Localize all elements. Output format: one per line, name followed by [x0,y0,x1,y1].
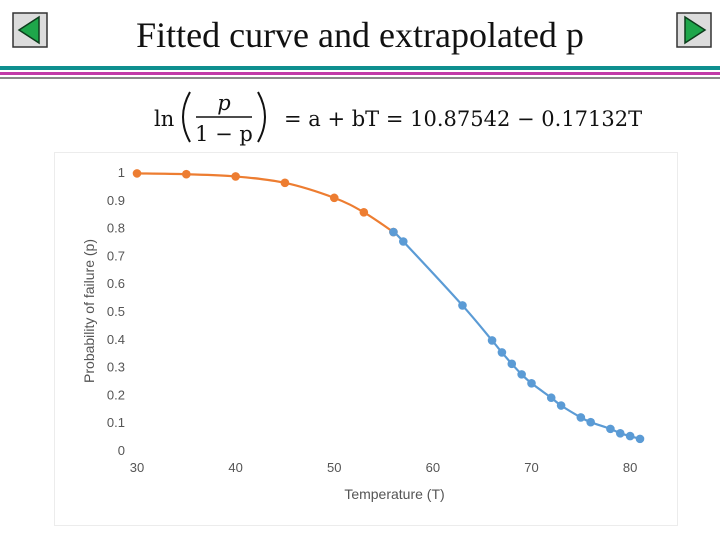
next-slide-button[interactable] [676,12,712,48]
y-tick-label: 0 [118,443,125,458]
data-point [497,348,507,357]
data-point [615,429,625,438]
data-point [182,169,191,179]
formula-numerator: p [217,91,230,115]
data-point [546,393,556,403]
y-tick-label: 0.1 [107,415,125,430]
x-tick-label: 50 [327,460,341,475]
data-point [625,431,635,441]
formula-denominator: 1 − p [195,122,253,146]
data-point [517,370,526,379]
data-point [132,169,142,178]
y-axis-title: Probability of failure (p) [81,239,97,383]
y-tick-label: 0.6 [107,276,125,291]
y-tick-label: 0.3 [107,360,125,375]
y-tick-label: 0.7 [107,248,125,263]
x-tick-label: 80 [623,460,637,475]
y-tick-label: 0.5 [107,304,125,319]
data-point [389,227,398,237]
y-tick-label: 0.8 [107,221,125,236]
data-point [556,401,566,410]
data-point [359,208,369,217]
data-point [487,336,497,345]
x-tick-label: 60 [426,460,440,475]
y-tick-label: 0.4 [107,332,125,347]
x-tick-label: 40 [228,460,242,475]
x-axis-title: Temperature (T) [344,486,444,502]
logistic-formula: ln p 1 − p = a + bT = 10.87542 − 0.17132… [150,84,650,150]
data-point [280,178,290,188]
data-point [329,193,339,203]
data-point [398,237,408,246]
data-point [527,378,536,388]
formula-left-paren [182,91,191,143]
title-rule-gray [0,77,720,79]
previous-slide-button[interactable] [12,12,48,48]
data-point [507,359,517,369]
formula-ln: ln [154,107,174,131]
next-slide-icon [676,12,712,48]
title-rule-magenta [0,72,720,75]
data-point [231,172,240,181]
data-point [606,424,615,434]
title-rule-teal [0,66,720,70]
data-point [458,301,467,310]
y-tick-label: 0.9 [107,193,125,208]
y-tick-label: 1 [118,165,125,180]
data-point [576,413,586,422]
formula-rhs: = a + bT = 10.87542 − 0.17132T [284,107,642,131]
x-tick-label: 70 [524,460,538,475]
data-point [635,434,645,444]
series-line-1 [136,172,395,233]
data-point [586,417,595,427]
slide-title: Fitted curve and extrapolated p [136,15,584,55]
x-tick-label: 30 [130,460,144,475]
series-line-2 [392,231,641,440]
y-tick-label: 0.2 [107,387,125,402]
probability-chart: 0 0.1 0.2 0.3 0.4 0.5 0.6 0.7 0.8 0.9 1 30 40 50 60 70 8… [81,165,645,502]
formula-right-paren [257,91,266,143]
chart-panel: 0 0.1 0.2 0.3 0.4 0.5 0.6 0.7 0.8 0.9 1 30 40 50 60 70 8… [54,152,678,526]
previous-slide-icon [12,12,48,48]
